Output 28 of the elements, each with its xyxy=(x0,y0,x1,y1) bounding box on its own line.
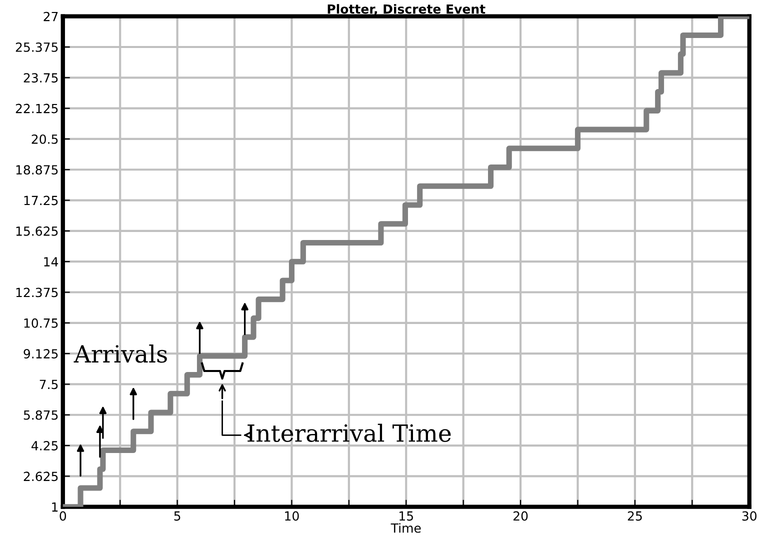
y-tick-label: 23.75 xyxy=(24,73,58,83)
y-tick-label: 2.625 xyxy=(24,472,58,482)
y-tick-label: 17.25 xyxy=(24,196,58,206)
y-tick-label: 7.5 xyxy=(40,380,58,390)
y-tick-label: 20.5 xyxy=(32,134,58,144)
x-tick-label: 25 xyxy=(628,511,642,521)
y-tick-label: 25.375 xyxy=(16,42,58,52)
y-tick-label: 5.875 xyxy=(24,410,58,420)
y-tick-label: 15.625 xyxy=(16,226,58,236)
x-axis-title: Time xyxy=(390,523,421,533)
y-tick-label: 18.875 xyxy=(16,165,58,175)
x-tick-label: 20 xyxy=(514,511,528,521)
y-tick-label: 9.125 xyxy=(24,349,58,358)
y-tick-label: 10.75 xyxy=(24,318,58,328)
x-tick-label: 0 xyxy=(60,511,66,521)
annotation: Interarrival Time xyxy=(248,424,451,442)
annotation: Arrivals xyxy=(74,344,167,363)
y-tick-label: 4.25 xyxy=(32,441,58,450)
x-tick-label: 15 xyxy=(400,511,413,521)
y-tick-label: 22.125 xyxy=(16,104,58,114)
y-tick-label: 12.375 xyxy=(16,288,58,298)
y-tick-label: 1 xyxy=(52,502,58,512)
chart-title: Plotter, Discrete Event xyxy=(328,4,486,16)
x-tick-label: 5 xyxy=(174,511,180,521)
x-tick-label: 10 xyxy=(285,511,299,521)
x-tick-label: 30 xyxy=(742,511,756,521)
y-tick-label: 14 xyxy=(44,257,58,266)
y-tick-label: 27 xyxy=(44,12,58,22)
